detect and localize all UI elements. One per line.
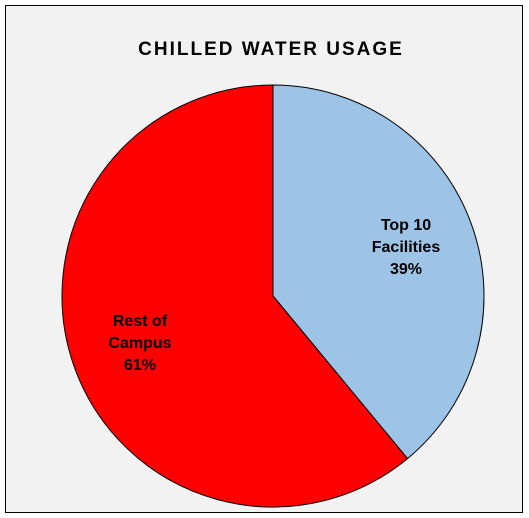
value-label: 39% xyxy=(389,261,423,279)
category-label: Top 10 Facilities xyxy=(371,217,441,257)
chart-title: CHILLED WATER USAGE xyxy=(138,39,404,60)
category-label: Rest of Campus xyxy=(108,312,172,352)
slice-label: Top 10 Facilities 39% xyxy=(361,215,451,281)
pie-slice xyxy=(272,84,485,460)
value-label: 61% xyxy=(123,356,156,374)
slice-label: Rest of Campus 61% xyxy=(95,311,185,377)
pie-slice xyxy=(61,84,409,508)
